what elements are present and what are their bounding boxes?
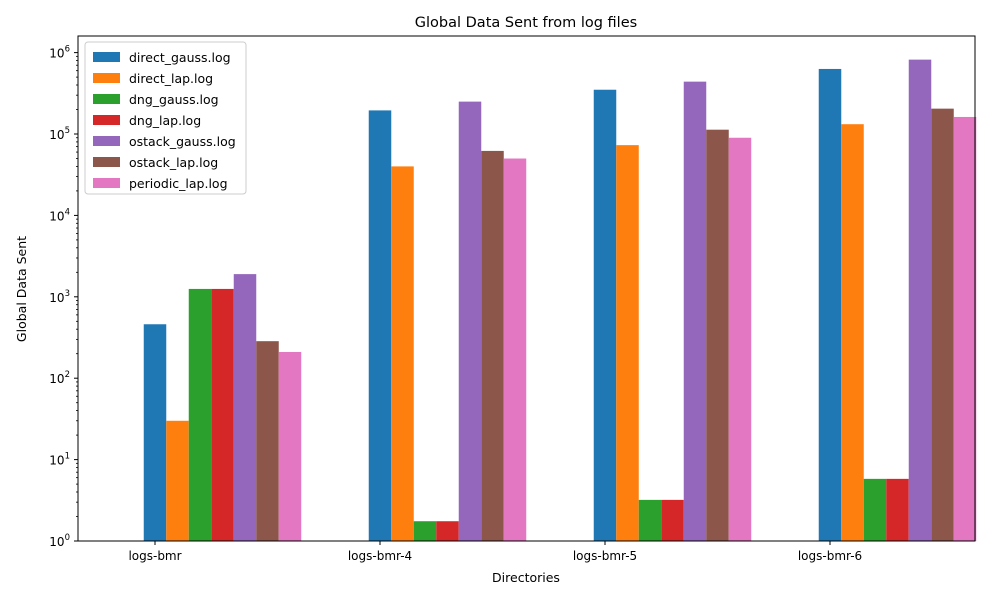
bar-ostack-lap-log-logs-bmr [256,341,279,541]
legend-label: periodic_lap.log [129,176,228,191]
bar-direct-gauss-log-logs-bmr-4 [368,110,392,542]
y-tick-label: 101 [49,452,70,468]
legend-swatch [93,136,120,146]
bar-dng-lap-log-logs-bmr-6 [886,478,909,541]
bar-periodic-lap-log-logs-bmr-6 [953,116,977,542]
legend-swatch [93,73,120,83]
y-tick-label: 105 [49,126,70,142]
chart-title: Global Data Sent from log files [415,15,637,31]
legend-swatch [93,115,120,125]
bar-direct-gauss-log-logs-bmr-6 [818,68,842,541]
legend-swatch [93,178,120,188]
legend: direct_gauss.log direct_lap.log dng_gauss.… [84,41,247,195]
y-tick-label: 100 [49,533,70,549]
bar-dng-gauss-log-logs-bmr-5 [638,499,662,541]
y-tick-label: 103 [49,289,70,305]
bar-ostack-lap-log-logs-bmr-4 [481,150,504,541]
bar-direct-lap-log-logs-bmr [166,420,189,541]
bar-ostack-gauss-log-logs-bmr-4 [458,101,482,542]
bar-direct-gauss-log-logs-bmr [143,324,167,541]
bar-direct-lap-log-logs-bmr-4 [391,166,414,541]
plot-frame [77,35,976,542]
legend-label: ostack_gauss.log [129,134,236,149]
bar-direct-lap-log-logs-bmr-6 [841,124,864,541]
x-tick-label: logs-bmr-5 [573,549,637,563]
x-tick-label: logs-bmr-6 [798,549,862,563]
bar-direct-lap-log-logs-bmr-5 [616,145,639,541]
bar-dng-gauss-log-logs-bmr-4 [413,521,437,541]
legend-box [84,41,247,195]
bar-dng-gauss-log-logs-bmr [188,288,212,541]
legend-label: dng_gauss.log [129,92,219,107]
legend-swatch [93,52,120,62]
bar-ostack-lap-log-logs-bmr-6 [931,108,954,541]
bar-dng-lap-log-logs-bmr-5 [661,499,684,541]
bar-ostack-lap-log-logs-bmr-5 [706,129,729,541]
bars-layer [143,59,977,542]
legend-label: direct_lap.log [129,71,213,86]
bar-periodic-lap-log-logs-bmr [278,351,302,541]
bar-periodic-lap-log-logs-bmr-4 [503,158,527,541]
legend-swatch [93,94,120,104]
bar-dng-lap-log-logs-bmr [211,288,234,541]
legend-label: direct_gauss.log [129,50,231,65]
legend-label: ostack_lap.log [129,155,218,170]
legend-label: dng_lap.log [129,113,201,128]
y-tick-label: 102 [49,370,70,386]
bar-dng-gauss-log-logs-bmr-6 [863,478,887,541]
axes-layer: logs-bmr logs-bmr-4 logs-bmr-5 logs-bmr-6 10… [49,35,976,563]
y-axis-label: Global Data Sent [14,236,29,342]
x-axis-label: Directories [492,570,560,585]
bar-periodic-lap-log-logs-bmr-5 [728,137,752,542]
bar-direct-gauss-log-logs-bmr-5 [593,89,617,541]
bar-dng-lap-log-logs-bmr-4 [436,521,459,541]
bar-ostack-gauss-log-logs-bmr-6 [908,59,932,541]
x-tick-label: logs-bmr-4 [348,549,412,563]
y-tick-label: 106 [49,45,70,61]
legend-swatch [93,157,120,167]
y-tick-label: 104 [49,207,70,223]
x-tick-label: logs-bmr [128,549,181,563]
bar-ostack-gauss-log-logs-bmr-5 [683,81,707,541]
bar-ostack-gauss-log-logs-bmr [233,274,257,541]
